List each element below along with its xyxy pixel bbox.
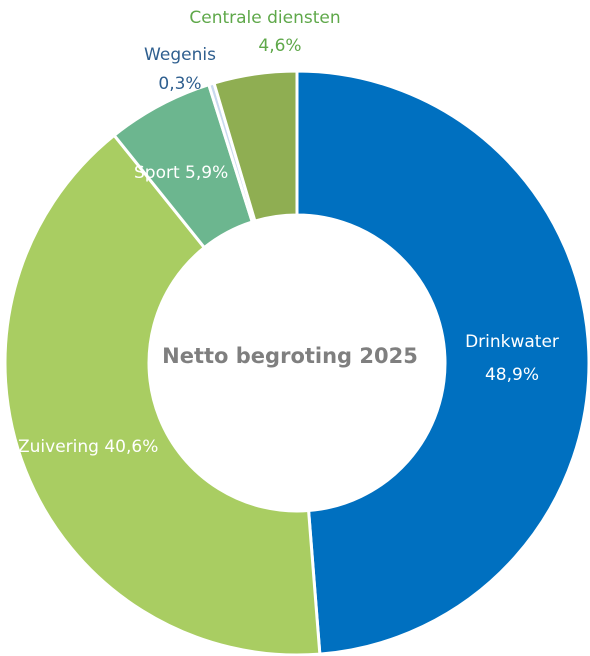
chart-title: Netto begroting 2025 (162, 344, 418, 368)
slice-value: 4,6% (258, 36, 301, 56)
slice-name: Sport (134, 163, 180, 183)
slice-name: Wegenis (144, 45, 216, 65)
slice (295, 69, 590, 656)
slice-name: Centrale diensten (189, 8, 340, 28)
slice-label: Zuivering 40,6% (18, 437, 158, 457)
slice-name: Zuivering (18, 437, 99, 457)
slices (3, 69, 590, 656)
slice (3, 133, 322, 656)
slice-name: Drinkwater (465, 332, 559, 352)
slice-value: 48,9% (485, 365, 539, 385)
slice (212, 69, 299, 223)
slice-label: Sport 5,9% (134, 163, 228, 183)
slice-value: 5,9% (185, 163, 228, 183)
slice-value: 40,6% (104, 437, 158, 457)
slice-value: 0,3% (158, 74, 201, 94)
